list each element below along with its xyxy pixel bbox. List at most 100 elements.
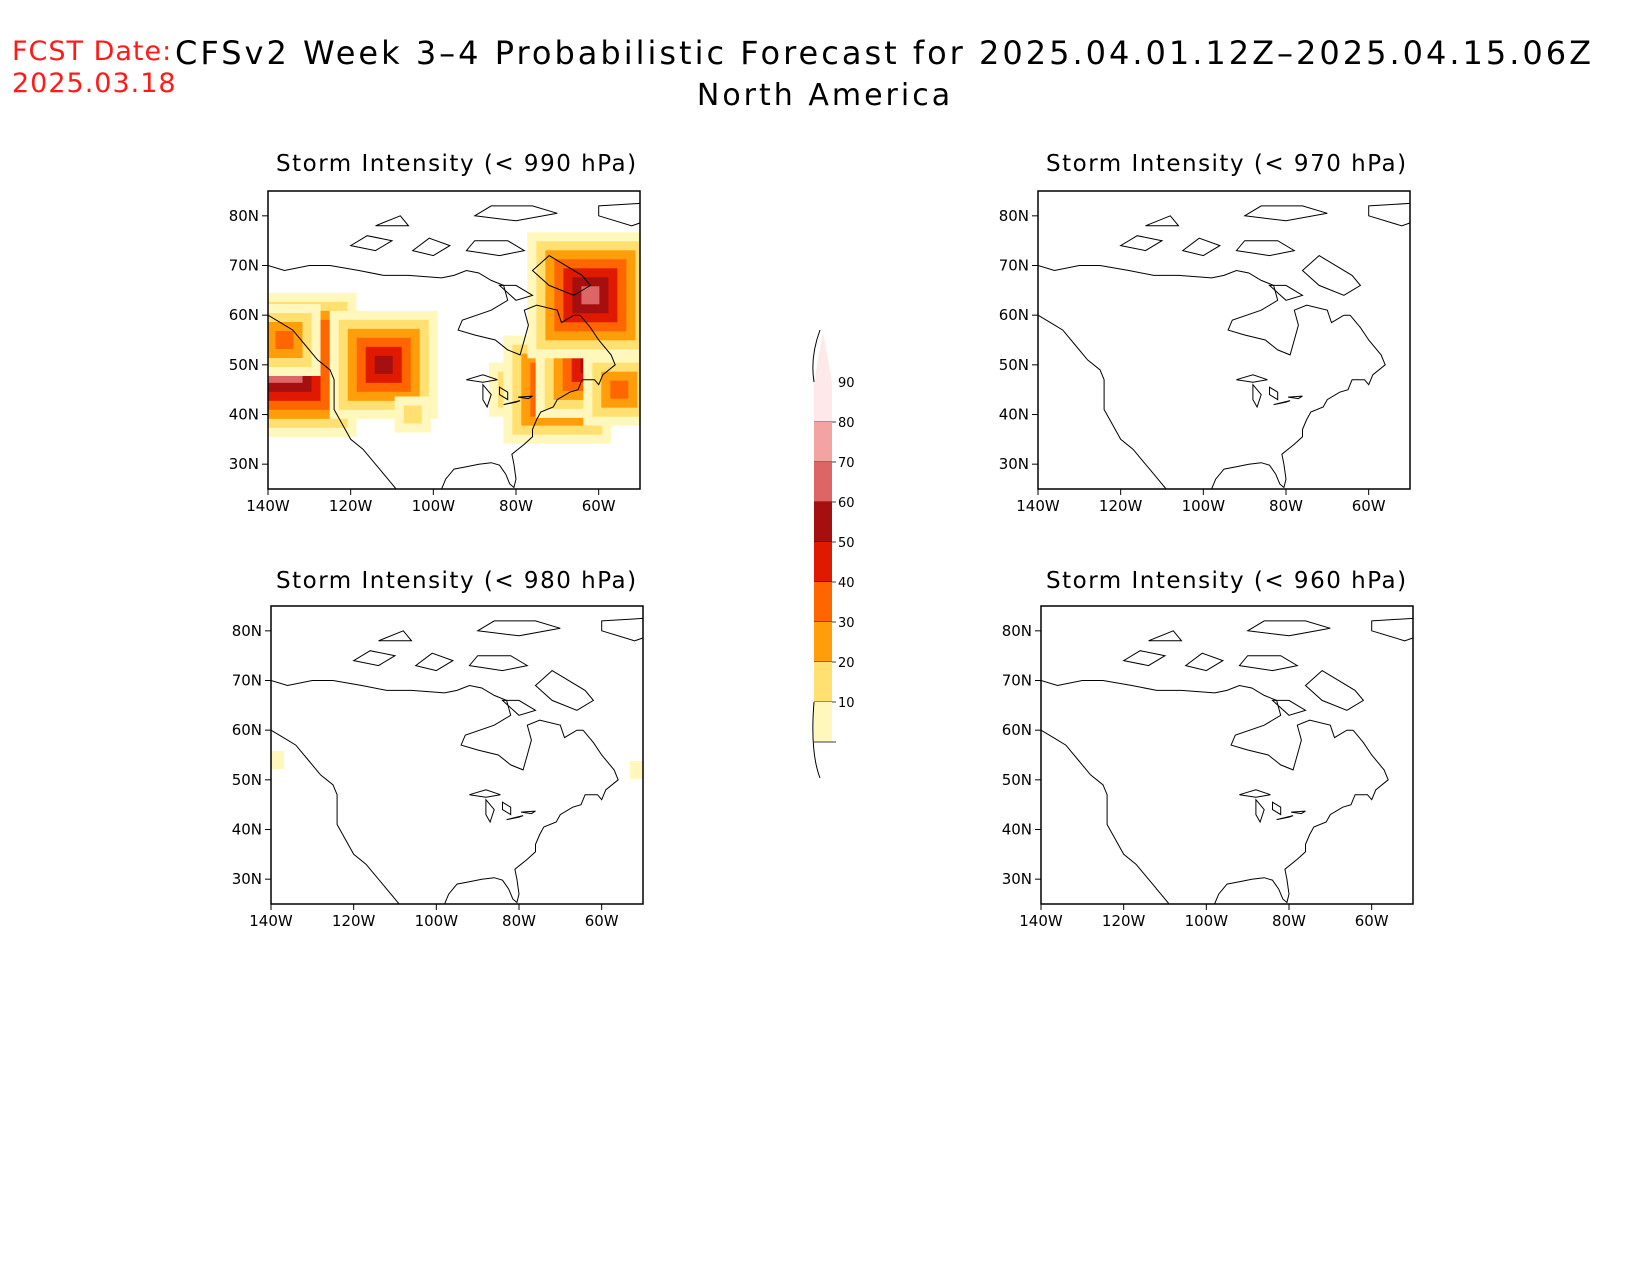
- lat-tick-label: 80N: [999, 207, 1029, 225]
- colorbar-label: 40: [838, 576, 855, 591]
- island-outline: [1301, 254, 1362, 296]
- island-outline: [411, 237, 452, 257]
- lake-outline: [1255, 798, 1265, 824]
- lat-tick-label: 30N: [1002, 870, 1032, 888]
- colorbar-segment: [814, 422, 832, 462]
- lat-tick-label: 30N: [232, 870, 262, 888]
- lon-tick-label: 100W: [1185, 912, 1229, 930]
- probability-cell: [275, 331, 294, 349]
- island-outline: [1122, 650, 1167, 667]
- island-outline: [1271, 699, 1307, 716]
- island-outline: [498, 284, 534, 301]
- island-outline: [1268, 284, 1304, 301]
- coastline-arctic: [268, 265, 581, 356]
- island-outline: [1238, 655, 1299, 672]
- colorbar-label: 10: [838, 696, 855, 711]
- probability-colorbar: 90 80 70 60 50 40 30 20 10: [812, 329, 855, 779]
- lake-outline: [521, 810, 536, 815]
- lon-tick-label: 100W: [415, 912, 459, 930]
- coastline-west: [1041, 729, 1170, 904]
- map-content: [1041, 617, 1413, 904]
- colorbar-label: 90: [838, 376, 855, 391]
- lake-outline: [466, 374, 498, 383]
- map-content: [268, 202, 640, 489]
- map-panel-990: 80N 70N 60N 50N 40N 30N 140W 120W 100W 80W 60W: [229, 190, 641, 515]
- island-outline: [1235, 240, 1296, 257]
- map-panel-970: 80N 70N 60N 50N 40N 30N 140W 120W 100W 80W 60W: [999, 190, 1411, 515]
- lon-tick-label: 60W: [1352, 497, 1386, 515]
- island-outline: [601, 617, 643, 642]
- island-outline: [473, 205, 558, 222]
- lake-outline: [1252, 383, 1262, 409]
- lake-outline: [502, 801, 512, 816]
- map-panel-980: 80N 70N 60N 50N 40N 30N 140W 120W 100W 80W 60W: [232, 605, 644, 930]
- lon-tick-label: 80W: [499, 497, 533, 515]
- island-outline: [414, 652, 455, 672]
- island-outline: [352, 650, 397, 667]
- island-outline: [534, 669, 595, 711]
- map-frame: [270, 605, 644, 905]
- probability-cell: [374, 355, 393, 374]
- lon-tick-label: 140W: [1016, 497, 1060, 515]
- colorbar-cap-top: [814, 332, 832, 382]
- colorbar-label: 20: [838, 656, 855, 671]
- colorbar-label: 80: [838, 416, 855, 431]
- map-content: [271, 617, 643, 904]
- colorbar-label: 70: [838, 456, 855, 471]
- island-outline: [531, 254, 592, 296]
- colorbar-cap-edge: [812, 329, 821, 383]
- colorbar-segment: [814, 622, 832, 662]
- colorbar-segment: [814, 502, 832, 542]
- island-outline: [598, 202, 640, 227]
- coastline-arctic: [1038, 265, 1351, 356]
- forecast-date-label: FCST Date:: [12, 36, 173, 67]
- lat-tick-label: 40N: [229, 406, 259, 424]
- lon-tick-label: 80W: [502, 912, 536, 930]
- lon-tick-label: 60W: [1355, 912, 1389, 930]
- probability-cell: [271, 750, 285, 769]
- island-outline: [1371, 617, 1413, 642]
- lake-outline: [1272, 801, 1282, 816]
- island-outline: [465, 240, 526, 257]
- lat-tick-label: 80N: [232, 622, 262, 640]
- lon-tick-label: 60W: [582, 497, 616, 515]
- coastline-east: [1214, 729, 1389, 904]
- island-outline: [1368, 202, 1410, 227]
- lat-tick-label: 60N: [1002, 721, 1032, 739]
- forecast-date: FCST Date: 2025.03.18: [12, 36, 177, 100]
- page-title: CFSv2 Week 3–4 Probabilistic Forecast fo…: [175, 34, 1595, 72]
- map-content: [1038, 202, 1410, 489]
- lat-tick-label: 60N: [999, 306, 1029, 324]
- island-outline: [1181, 237, 1222, 257]
- coastline-west: [268, 314, 397, 489]
- coastline-west: [1038, 314, 1167, 489]
- lat-tick-label: 50N: [232, 771, 262, 789]
- lake-outline: [469, 789, 501, 798]
- lon-tick-label: 120W: [329, 497, 373, 515]
- lat-tick-label: 80N: [229, 207, 259, 225]
- coastline-arctic: [1041, 680, 1354, 771]
- lat-tick-label: 40N: [232, 821, 262, 839]
- forecast-date-value: 2025.03.18: [12, 68, 177, 99]
- panel-title-970: Storm Intensity (< 970 hPa): [1046, 151, 1408, 177]
- lon-tick-label: 140W: [1019, 912, 1063, 930]
- lat-tick-label: 40N: [999, 406, 1029, 424]
- panel-title-980: Storm Intensity (< 980 hPa): [276, 568, 638, 594]
- panel-title-990: Storm Intensity (< 990 hPa): [276, 151, 638, 177]
- lon-tick-label: 120W: [1102, 912, 1146, 930]
- island-outline: [1246, 620, 1331, 637]
- island-outline: [1145, 215, 1180, 227]
- lon-tick-label: 80W: [1269, 497, 1303, 515]
- coastline-east: [1211, 314, 1386, 489]
- island-outline: [468, 655, 529, 672]
- lake-outline: [1291, 810, 1306, 815]
- colorbar-segment: [814, 702, 832, 742]
- lat-tick-label: 70N: [229, 257, 259, 275]
- coastline-east: [441, 314, 616, 489]
- map-frame: [1037, 190, 1411, 490]
- island-outline: [501, 699, 537, 716]
- lon-tick-label: 120W: [332, 912, 376, 930]
- lat-tick-label: 40N: [1002, 821, 1032, 839]
- island-outline: [1184, 652, 1225, 672]
- colorbar-segment: [814, 542, 832, 582]
